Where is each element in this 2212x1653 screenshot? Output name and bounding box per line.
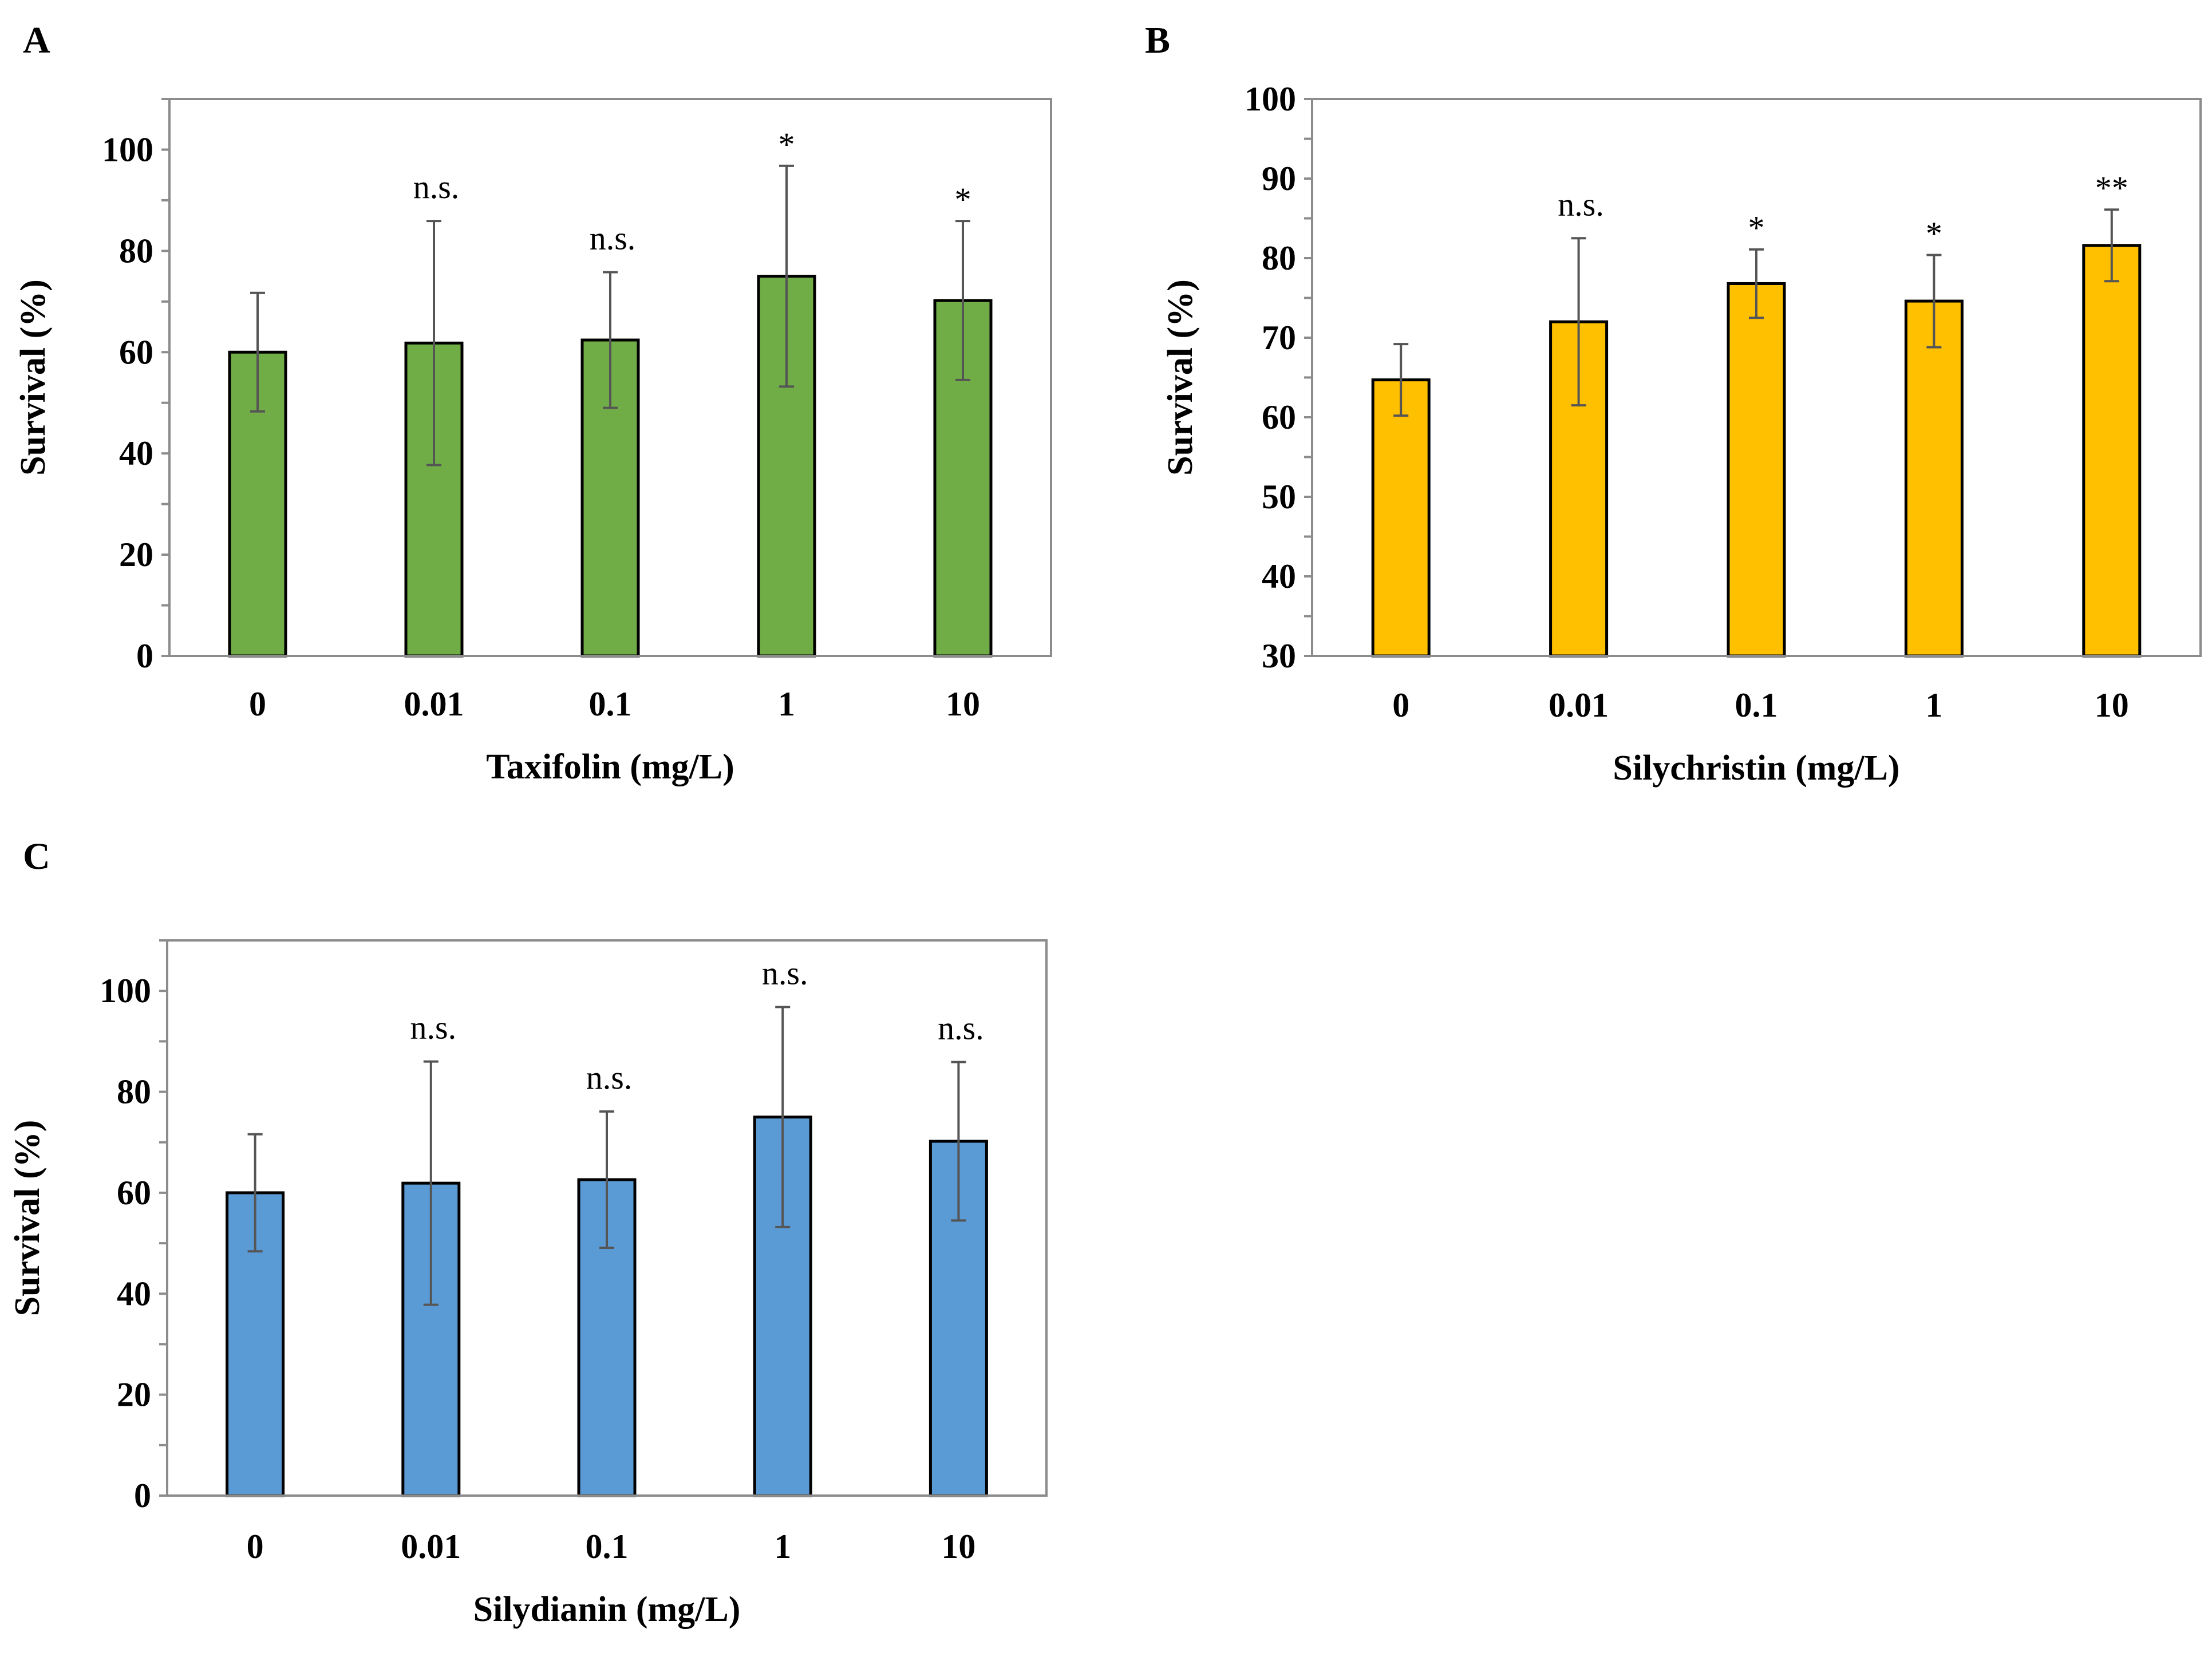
y-tick-label: 60 [1262, 398, 1296, 436]
significance-label: n.s. [413, 168, 460, 205]
panel-label: C [23, 836, 50, 877]
x-tick-label: 10 [941, 1528, 975, 1565]
y-axis-title: Survival (%) [1161, 279, 1200, 476]
x-tick-label: 0 [1392, 686, 1409, 724]
x-tick-label: 10 [2095, 686, 2129, 724]
y-tick-label: 100 [1245, 80, 1296, 118]
x-tick-label: 1 [1925, 686, 1942, 724]
significance-label: ** [2095, 169, 2128, 207]
panel-label: A [23, 19, 50, 61]
y-tick-label: 40 [119, 434, 153, 472]
x-tick-label: 0.01 [401, 1528, 461, 1565]
plot-frame [168, 98, 1052, 657]
bar-0 [1371, 378, 1431, 658]
y-tick-label: 20 [119, 536, 153, 574]
x-tick-label: 0 [249, 685, 266, 723]
significance-label: n.s. [938, 1010, 984, 1047]
y-tick-label: 100 [100, 972, 151, 1010]
significance-label: n.s. [410, 1009, 457, 1046]
bar-1 [1904, 299, 1964, 658]
x-tick-label: 0.1 [586, 1528, 629, 1565]
y-tick-label: 40 [1262, 557, 1296, 595]
chart-panel-B: B 30 40 50 60 70 80 90 100 0 n.s. 0.01 * 0.1 * 1 ** 10 Sil… [1145, 19, 2202, 788]
significance-label: n.s. [586, 1059, 633, 1096]
y-tick-label: 90 [1262, 160, 1296, 197]
y-tick-label: 0 [136, 637, 153, 675]
bar-10 [2082, 244, 2142, 658]
y-axis-title: Survival (%) [14, 279, 53, 476]
y-tick-label: 70 [1262, 319, 1296, 357]
y-tick-label: 30 [1262, 637, 1296, 675]
y-tick-label: 60 [119, 333, 153, 371]
y-tick-label: 20 [117, 1376, 151, 1414]
x-axis-title: Taxifolin (mg/L) [486, 748, 734, 786]
significance-label: * [1748, 209, 1765, 247]
x-tick-label: 0.01 [404, 685, 464, 723]
significance-label: n.s. [1558, 185, 1604, 223]
x-tick-label: 0 [247, 1528, 264, 1565]
y-tick-label: 80 [117, 1073, 151, 1111]
significance-label: * [779, 126, 795, 163]
significance-label: n.s. [762, 954, 808, 991]
x-axis-title: Silydianin (mg/L) [473, 1590, 741, 1629]
y-tick-label: 50 [1262, 478, 1296, 516]
y-tick-label: 80 [1262, 239, 1296, 277]
significance-label: * [1926, 215, 1942, 252]
x-tick-label: 1 [778, 685, 795, 723]
y-tick-label: 0 [134, 1477, 151, 1514]
x-tick-label: 0.01 [1549, 686, 1609, 724]
y-axis-title: Survival (%) [8, 1120, 47, 1316]
x-tick-label: 0.1 [589, 685, 632, 723]
plot-frame [1311, 98, 2202, 657]
panel-label: B [1145, 19, 1170, 61]
significance-label: n.s. [590, 220, 636, 257]
y-tick-label: 80 [119, 232, 153, 270]
chart-panel-A: A 0 20 40 60 80 100 0 n.s. 0.01 n.s. 0.1 * 1 * 10 Taxifo… [14, 19, 1052, 786]
y-tick-label: 60 [117, 1174, 151, 1212]
y-tick-label: 40 [117, 1275, 151, 1312]
significance-label: * [955, 181, 971, 218]
x-tick-label: 10 [946, 685, 980, 723]
chart-panel-C: C 0 20 40 60 80 100 0 n.s. 0.01 n.s. 0.1 n.s. 1 n.s. 10… [8, 836, 1048, 1629]
x-tick-label: 1 [774, 1528, 791, 1565]
x-tick-label: 0.1 [1735, 686, 1778, 724]
plot-frame [166, 939, 1048, 1497]
y-tick-label: 100 [102, 130, 153, 168]
bar-0.1 [1727, 282, 1786, 658]
x-axis-title: Silychristin (mg/L) [1613, 749, 1899, 788]
